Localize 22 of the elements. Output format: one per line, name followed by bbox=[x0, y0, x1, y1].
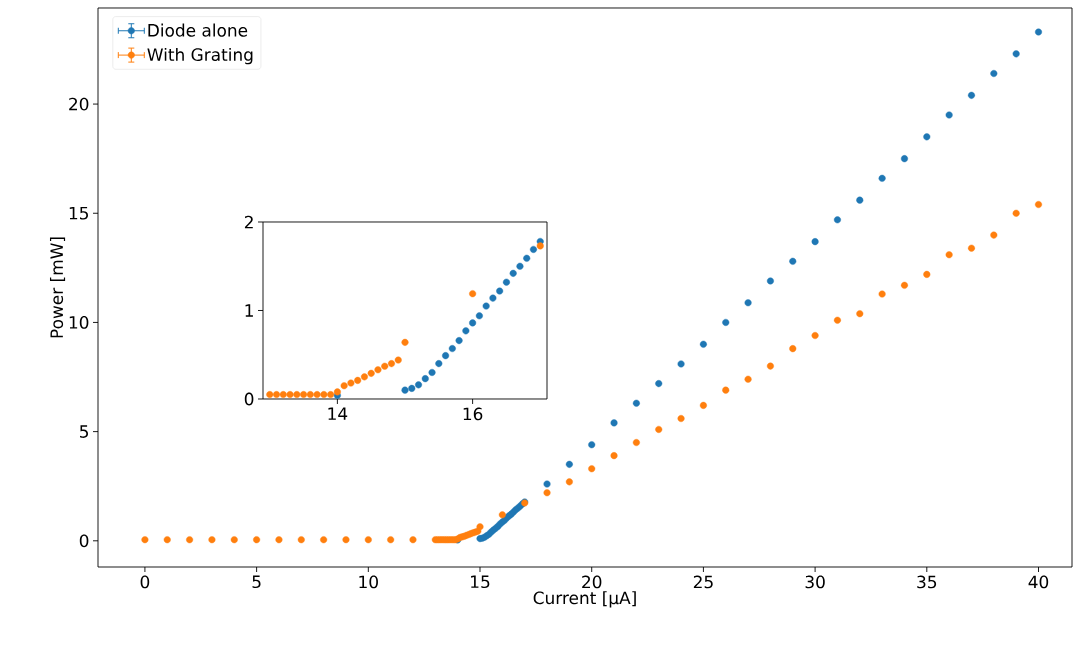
x-tick-label: 16 bbox=[463, 407, 483, 421]
legend-label: With Grating bbox=[147, 47, 253, 65]
y-tick-label: 10 bbox=[69, 316, 89, 329]
y-tick-label: 1 bbox=[245, 304, 253, 317]
x-tick-label: 0 bbox=[140, 575, 150, 589]
y-tick-label: 15 bbox=[69, 206, 88, 220]
y-tick-label: 0 bbox=[79, 534, 89, 548]
x-tick-label: 10 bbox=[359, 575, 378, 589]
x-tick-label: 35 bbox=[917, 575, 937, 589]
x-axis-title: Current [μA] bbox=[533, 591, 636, 608]
y-tick-label: 5 bbox=[80, 425, 88, 438]
x-tick-label: 20 bbox=[582, 575, 602, 589]
y-tick-label: 2 bbox=[244, 215, 253, 229]
y-axis-title: Power [mW] bbox=[49, 237, 66, 338]
x-tick-label: 40 bbox=[1028, 575, 1049, 589]
legend-label: Diode alone bbox=[148, 23, 248, 37]
x-tick-label: 30 bbox=[805, 575, 825, 589]
y-tick-label: 20 bbox=[69, 97, 89, 111]
x-tick-label: 15 bbox=[471, 575, 490, 589]
x-tick-label: 14 bbox=[328, 407, 348, 420]
x-tick-label: 25 bbox=[693, 575, 713, 589]
y-tick-label: 0 bbox=[244, 392, 254, 406]
